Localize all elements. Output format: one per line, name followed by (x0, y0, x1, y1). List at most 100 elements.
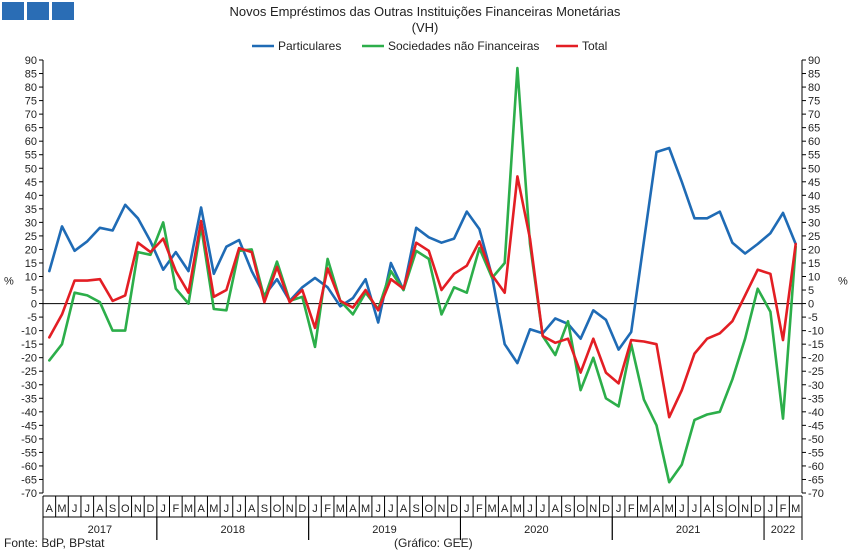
y-tick-label-right: 40 (808, 190, 820, 202)
x-tick-label: S (413, 503, 420, 515)
series-line (47, 175, 798, 419)
x-tick-label: A (349, 503, 357, 515)
y-tick-label-right: 50 (808, 163, 820, 175)
y-tick-label-right: 20 (808, 244, 820, 256)
x-tick-label: J (388, 503, 394, 515)
x-tick-label: M (209, 503, 218, 515)
logo-block (52, 2, 74, 20)
x-tick-label: D (147, 503, 155, 515)
chart-subtitle: (VH) (411, 20, 439, 35)
y-tick-label-left: 10 (25, 272, 37, 284)
x-tick-label: J (679, 503, 685, 515)
y-tick-label-left: -35 (21, 393, 37, 405)
y-tick-label-right: -65 (808, 474, 824, 486)
x-tick-label: J (540, 503, 546, 515)
chart-series (47, 66, 798, 484)
x-tick-label: F (476, 503, 483, 515)
y-tick-label-left: 80 (25, 82, 37, 94)
legend-label: Particulares (278, 39, 341, 53)
y-tick-label-left: 5 (31, 285, 37, 297)
chart-axes: -70 -70-65 -65-60 -60-55 -55-50 -50-45 -45-40-… (4, 55, 848, 500)
x-tick-label: D (298, 503, 306, 515)
y-tick-label-right: 10 (808, 272, 820, 284)
y-tick-label-right: -15 (808, 339, 824, 351)
x-tick-label: D (602, 503, 610, 515)
x-tick-label: N (286, 503, 294, 515)
x-tick-label: F (780, 503, 787, 515)
x-tick-label: A (248, 503, 256, 515)
y-tick-label-right: 15 (808, 258, 820, 270)
x-tick-label: M (184, 503, 193, 515)
y-tick-label-right: -55 (808, 447, 824, 459)
x-tick-label: J (464, 503, 470, 515)
y-tick-label-right: -40 (808, 407, 824, 419)
legend: Particulares Sociedades não Financeiras To… (252, 39, 607, 53)
x-tick-label: J (768, 503, 774, 515)
y-tick-label-left: -40 (21, 407, 37, 419)
x-tick-label: A (197, 503, 205, 515)
x-tick-label: S (564, 503, 571, 515)
y-tick-label-right: -60 (808, 461, 824, 473)
y-tick-label-left: -65 (21, 474, 37, 486)
y-tick-label-right: 25 (808, 231, 820, 243)
y-tick-label-right: -70 (808, 488, 824, 500)
x-tick-label: M (791, 503, 800, 515)
x-tick-label: S (716, 503, 723, 515)
series-line (47, 66, 798, 484)
x-tick-label: F (324, 503, 331, 515)
y-tick-label-left: 0 (31, 299, 37, 311)
x-tick-label: M (336, 503, 345, 515)
y-tick-label-right: 5 (808, 285, 814, 297)
y-tick-label-right: 70 (808, 109, 820, 121)
y-tick-label-right: -10 (808, 326, 824, 338)
y-tick-label-left: 50 (25, 163, 37, 175)
y-tick-label-left: 85 (25, 69, 37, 81)
x-tick-label: D (450, 503, 458, 515)
brand-logo (2, 2, 74, 20)
x-tick-label: A (552, 503, 560, 515)
y-tick-label-right: 0 (808, 299, 814, 311)
y-tick-label-left: 90 (25, 55, 37, 67)
y-tick-label-right: 45 (808, 177, 820, 189)
y-tick-label-right: 30 (808, 217, 820, 229)
y-tick-label-left: -20 (21, 353, 37, 365)
y-tick-label-right: -25 (808, 366, 824, 378)
x-tick-label: J (692, 503, 698, 515)
x-tick-label: M (487, 503, 496, 515)
x-tick-label: J (236, 503, 242, 515)
x-tick-label: A (653, 503, 661, 515)
y-tick-label-left: -50 (21, 434, 37, 446)
legend-label: Total (582, 39, 607, 53)
y-tick-label-left: -5 (27, 312, 37, 324)
x-tick-label: O (121, 503, 130, 515)
year-label: 2019 (372, 524, 396, 536)
x-tick-label: N (589, 503, 597, 515)
y-tick-label-left: -25 (21, 366, 37, 378)
x-tick-label: J (527, 503, 533, 515)
x-tick-label: M (57, 503, 66, 515)
x-tick-label: J (616, 503, 622, 515)
series-line (47, 146, 798, 365)
y-tick-label-left: 75 (25, 96, 37, 108)
y-tick-label-left: -55 (21, 447, 37, 459)
y-tick-label-right: 65 (808, 123, 820, 135)
y-tick-label-right: 85 (808, 69, 820, 81)
x-tick-label: J (160, 503, 166, 515)
x-tick-label: S (109, 503, 116, 515)
x-tick-label: O (273, 503, 282, 515)
x-tick-label: M (513, 503, 522, 515)
x-tick-label: O (576, 503, 585, 515)
x-tick-label: F (172, 503, 179, 515)
y-tick-label-left: 70 (25, 109, 37, 121)
y-tick-label-right: 55 (808, 150, 820, 162)
y-axis-label-right: % (838, 276, 848, 288)
y-tick-label-left: 15 (25, 258, 37, 270)
x-tick-label: J (224, 503, 230, 515)
x-tick-label: A (501, 503, 509, 515)
x-tick-label: J (375, 503, 381, 515)
y-tick-label-left: 55 (25, 150, 37, 162)
x-tick-label: A (46, 503, 54, 515)
x-tick-label: J (312, 503, 318, 515)
y-tick-label-left: -60 (21, 461, 37, 473)
